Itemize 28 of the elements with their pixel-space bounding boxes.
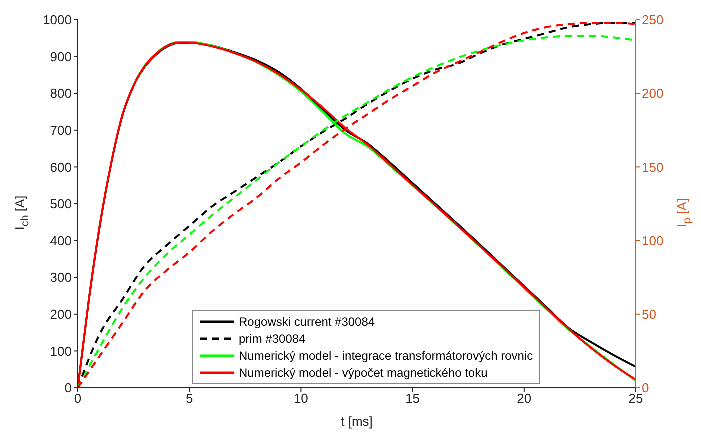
x-tick-label: 0 [74,391,82,406]
y-tick-label: 900 [50,49,72,64]
x-tick-label: 15 [406,391,420,406]
y-tick-label: 100 [50,344,72,359]
x-tick-label: 5 [186,391,194,406]
y2-tick-label: 50 [642,307,656,322]
x-tick-label: 10 [294,391,308,406]
y-tick-label: 600 [50,160,72,175]
x-axis-title: t [ms] [341,414,373,429]
y2-tick-label: 150 [642,160,664,175]
y-tick-label: 1000 [43,12,72,28]
y-tick-label: 800 [50,86,72,102]
y2-tick-label: 200 [642,86,664,102]
y2-tick-label: 0 [642,380,650,396]
y-tick-label: 300 [50,270,72,286]
legend-label: Numerický model - výpočet magnetického toku [239,366,488,380]
y-tick-label: 500 [50,196,72,212]
legend-label: Numerický model - integrace transformátorových rovnic [239,348,534,362]
y-tick-label: 700 [50,123,72,138]
y2-tick-label: 100 [642,233,664,248]
y-tick-label: 200 [50,307,72,322]
legend-label: Rogowski current #30084 [239,314,376,328]
x-tick-label: 20 [517,391,532,406]
x-tick-label: 25 [628,391,644,406]
y-tick-label: 0 [64,380,72,396]
y-tick-label: 400 [50,233,72,248]
legend-label: prim #30084 [239,332,306,346]
y2-tick-label: 250 [642,12,664,28]
